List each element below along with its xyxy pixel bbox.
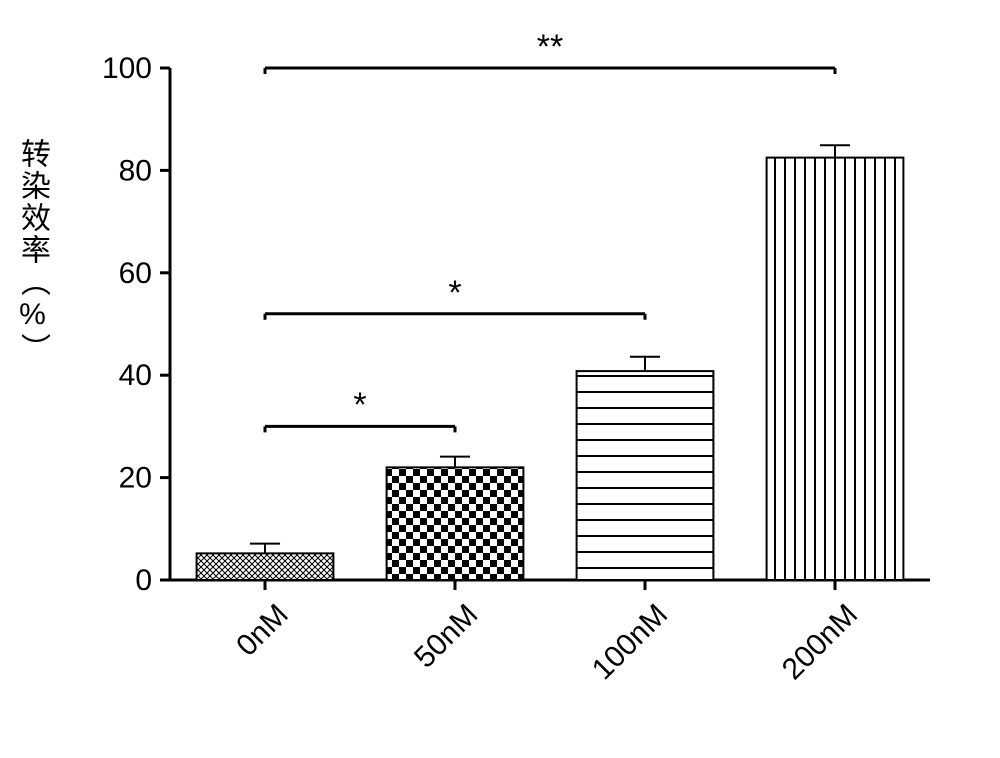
y-tick-label: 60 [119,257,152,290]
bar-chart: 0 20 40 60 80 100 [0,0,1000,758]
significance-bracket [265,68,835,74]
bar [577,357,714,580]
bar [387,457,524,580]
y-tick-label: 80 [119,154,152,187]
chart-container: 020406080100 转染效率（%） 0nM50nM100nM200nM**… [0,0,1000,758]
significance-label: * [330,386,390,425]
bar [197,544,334,580]
y-tick-label: 0 [135,564,152,597]
significance-bracket [265,426,455,432]
significance-label: ** [520,28,580,67]
y-tick-label: 20 [119,462,152,495]
y-axis-label: 转染效率（%） [10,138,54,365]
y-tick-label: 40 [119,359,152,392]
significance-bracket [265,314,645,320]
y-tick-label: 100 [102,52,152,85]
bar [767,145,904,580]
significance-label: * [425,274,485,313]
